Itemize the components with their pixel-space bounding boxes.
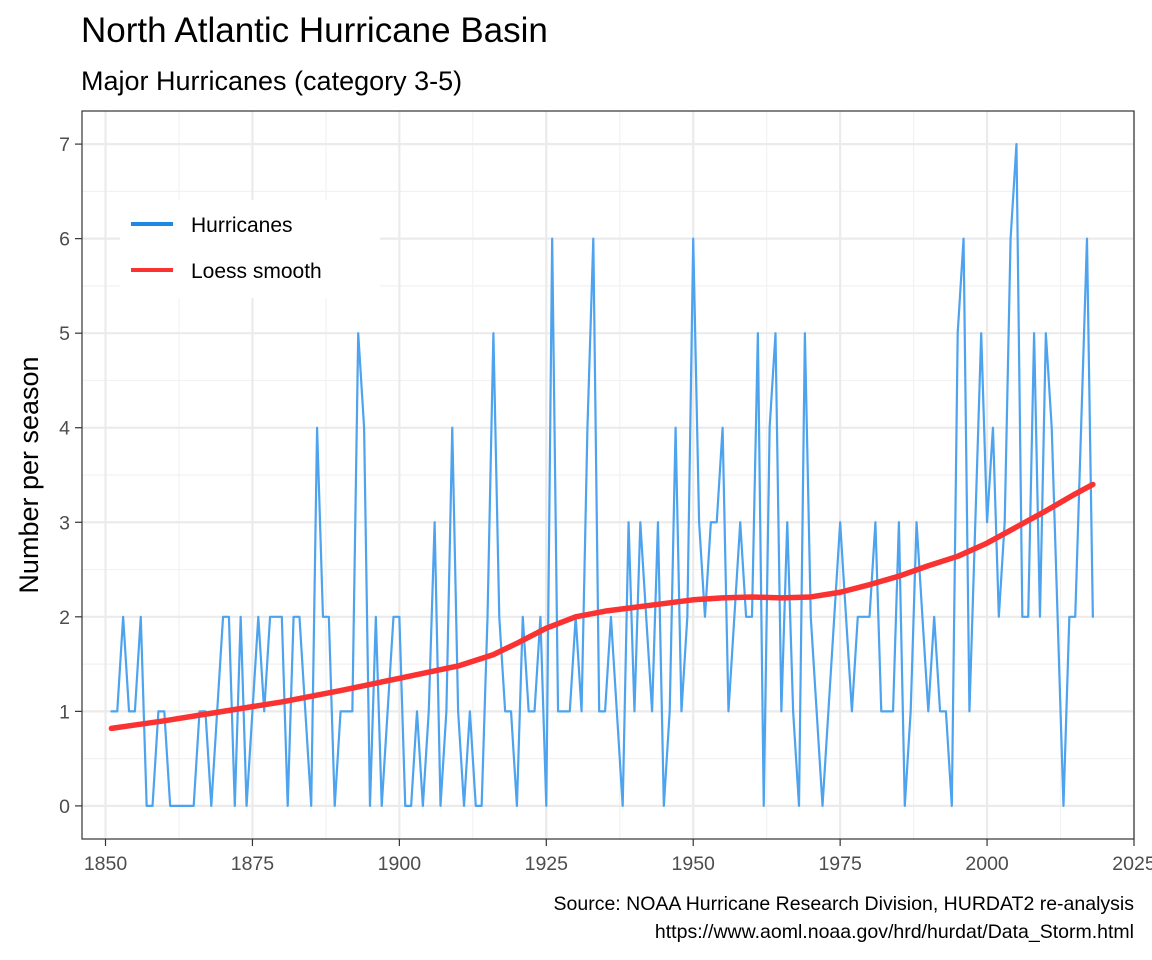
x-tick-label: 2000 <box>965 853 1009 875</box>
y-axis: 0 1 2 3 4 5 6 7 <box>59 134 82 818</box>
legend: Hurricanes Loess smooth <box>120 200 380 298</box>
y-tick-label: 5 <box>59 323 70 345</box>
caption-source: Source: NOAA Hurricane Research Division… <box>554 893 1135 915</box>
chart-title: North Atlantic Hurricane Basin <box>81 11 548 50</box>
y-tick-label: 3 <box>59 512 70 534</box>
y-tick-label: 6 <box>59 229 70 251</box>
caption-url: https://www.aoml.noaa.gov/hrd/hurdat/Dat… <box>655 921 1134 943</box>
x-axis: 1850 1875 1900 1925 1950 1975 2000 2025 <box>84 839 1152 875</box>
x-tick-label: 1925 <box>525 853 569 875</box>
y-tick-label: 0 <box>59 796 70 818</box>
chart-subtitle: Major Hurricanes (category 3-5) <box>81 66 462 96</box>
x-tick-label: 1975 <box>818 853 862 875</box>
y-axis-title: Number per season <box>14 356 44 593</box>
x-tick-label: 1950 <box>672 853 716 875</box>
series-line-loess-smooth <box>108 481 1096 732</box>
legend-label-loess-smooth: Loess smooth <box>191 260 322 283</box>
legend-label-hurricanes: Hurricanes <box>191 214 293 237</box>
x-tick-label: 1900 <box>378 853 422 875</box>
y-tick-label: 4 <box>59 418 70 440</box>
series-layer <box>108 142 1096 808</box>
plot-border <box>81 110 1135 840</box>
y-tick-label: 1 <box>59 701 70 723</box>
y-tick-label: 2 <box>59 607 70 629</box>
y-tick-label: 7 <box>59 134 70 156</box>
series-line-hurricanes <box>110 142 1094 808</box>
x-tick-label: 1875 <box>231 853 275 875</box>
x-tick-label: 2025 <box>1112 853 1152 875</box>
x-tick-label: 1850 <box>84 853 128 875</box>
legend-background <box>120 200 380 298</box>
